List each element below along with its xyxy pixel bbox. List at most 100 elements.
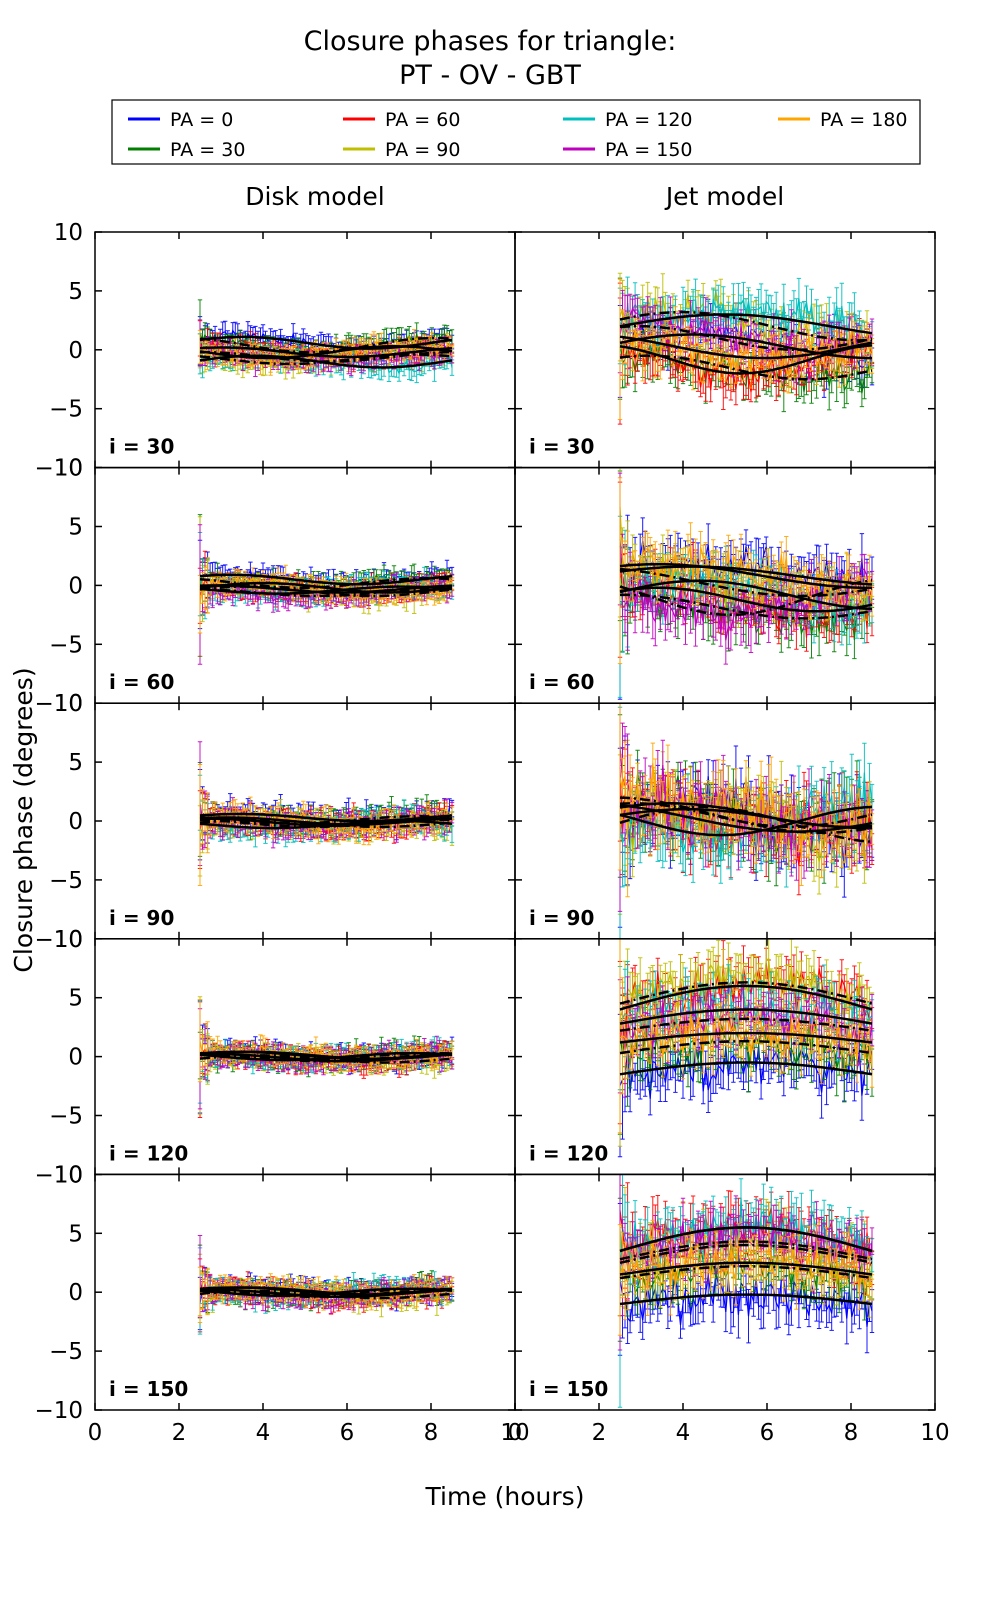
column-title-jet-model: Jet model — [664, 182, 784, 211]
x-tick-label: 8 — [844, 1420, 859, 1446]
errorbars-series6 — [617, 938, 875, 1134]
panel-jet-row0 — [617, 272, 875, 425]
panel-jet-row3 — [617, 938, 875, 1158]
legend-label-pa-150: PA = 150 — [605, 139, 693, 161]
model-curve-series1 — [619, 1040, 873, 1055]
y-tick-label: 5 — [68, 986, 83, 1012]
y-tick-label: 0 — [68, 573, 83, 599]
y-tick-label: −5 — [49, 868, 83, 894]
panel-jet-row2 — [617, 703, 875, 939]
y-axis-label: Closure phase (degrees) — [9, 667, 38, 972]
model-curve-series0 — [619, 1293, 873, 1306]
model-curve-series6 — [619, 562, 872, 589]
panel-annotation-inclination: i = 60 — [529, 670, 594, 694]
panel-disk-row2 — [197, 741, 455, 886]
model-curve-series5 — [619, 579, 873, 617]
model-curve-series1 — [619, 593, 873, 620]
x-tick-label: 8 — [424, 1420, 439, 1446]
panel-jet-row4 — [617, 1174, 875, 1408]
panel-annotation-inclination: i = 30 — [529, 435, 594, 459]
model-curve-series6 — [619, 802, 873, 829]
model-curve-series6 — [199, 581, 453, 594]
x-tick-label: 10 — [920, 1420, 949, 1446]
data-line-series0 — [619, 1271, 873, 1327]
model-curve-series0 — [199, 573, 453, 586]
model-curve-series2 — [619, 586, 873, 613]
panel-annotation-inclination: i = 30 — [109, 435, 174, 459]
y-tick-label: 0 — [68, 1045, 83, 1071]
legend-label-pa-120: PA = 120 — [605, 109, 693, 131]
model-curve-series0 — [619, 1061, 873, 1076]
y-tick-label: 0 — [68, 338, 83, 364]
panel-annotation-inclination: i = 120 — [109, 1141, 188, 1165]
y-tick-label: 0 — [68, 1280, 83, 1306]
legend-label-pa-0: PA = 0 — [170, 109, 233, 131]
model-curve-series0 — [199, 812, 453, 823]
y-tick-label: 5 — [68, 515, 83, 541]
model-curve-series6 — [619, 1031, 873, 1044]
model-curve-series4 — [619, 1226, 873, 1253]
model-curve-series2 — [619, 344, 873, 375]
legend-label-pa-30: PA = 30 — [170, 139, 245, 161]
errorbars-series5 — [197, 1235, 455, 1318]
y-tick-label: 0 — [68, 809, 83, 835]
panel-annotation-inclination: i = 90 — [529, 906, 594, 930]
x-tick-label: 0 — [88, 1420, 103, 1446]
model-curve-series5 — [199, 587, 453, 598]
figure-title-line1: Closure phases for triangle: — [304, 26, 677, 57]
model-curve-series5 — [199, 818, 453, 829]
panel-annotation-inclination: i = 150 — [109, 1377, 188, 1401]
x-tick-label: 4 — [676, 1420, 691, 1446]
column-title-disk-model: Disk model — [245, 182, 385, 211]
model-curve-series5 — [619, 324, 873, 352]
data-line-series0 — [619, 1040, 873, 1099]
data-line-series6 — [619, 1235, 873, 1294]
y-tick-label: −5 — [49, 397, 83, 423]
x-tick-label: 4 — [256, 1420, 271, 1446]
panel-disk-row1 — [197, 514, 455, 665]
model-curve-series6 — [199, 345, 453, 360]
legend-item-pa-30: PA = 30 — [128, 139, 245, 161]
panel-disk-row0 — [197, 299, 455, 384]
model-curve-series5 — [199, 1052, 453, 1063]
model-curve-series6 — [199, 816, 453, 826]
model-curve-series5 — [619, 1240, 873, 1261]
model-curve-series4 — [619, 579, 873, 611]
x-tick-label: 0 — [508, 1420, 523, 1446]
legend-label-pa-180: PA = 180 — [820, 109, 908, 131]
legend-item-pa-150: PA = 150 — [563, 139, 693, 161]
panel-annotation-inclination: i = 60 — [109, 670, 174, 694]
model-curve-series6 — [199, 1286, 453, 1296]
y-tick-label: −10 — [34, 456, 83, 482]
y-tick-label: −10 — [34, 1398, 83, 1424]
model-curve-series3 — [619, 1243, 873, 1265]
model-curve-series5 — [199, 1288, 453, 1299]
model-curve-series3 — [199, 585, 453, 598]
y-tick-label: 10 — [54, 927, 83, 953]
legend-item-pa-60: PA = 60 — [343, 109, 460, 131]
model-curve-series1 — [199, 336, 453, 354]
legend-item-pa-90: PA = 90 — [343, 139, 460, 161]
model-curve-series3 — [619, 981, 873, 1005]
data-line-series6 — [199, 809, 453, 836]
panel-annotation-inclination: i = 90 — [109, 906, 174, 930]
legend-item-pa-120: PA = 120 — [563, 109, 693, 131]
model-curve-series2 — [619, 984, 873, 1011]
model-curve-series4 — [619, 1008, 873, 1025]
model-curve-series2 — [199, 346, 453, 359]
model-curve-series1 — [619, 1265, 873, 1280]
legend-item-pa-0: PA = 0 — [128, 109, 233, 131]
y-tick-label: −10 — [34, 1162, 83, 1188]
data-line-series6 — [619, 1013, 873, 1067]
x-tick-label: 2 — [172, 1420, 187, 1446]
y-tick-label: 10 — [54, 691, 83, 717]
x-tick-label: 2 — [592, 1420, 607, 1446]
x-tick-label: 6 — [760, 1420, 775, 1446]
y-tick-label: 5 — [68, 1221, 83, 1247]
y-tick-label: 10 — [54, 220, 83, 246]
y-tick-label: −5 — [49, 1104, 83, 1130]
model-curve-series5 — [200, 350, 453, 363]
legend-label-pa-60: PA = 60 — [385, 109, 460, 131]
